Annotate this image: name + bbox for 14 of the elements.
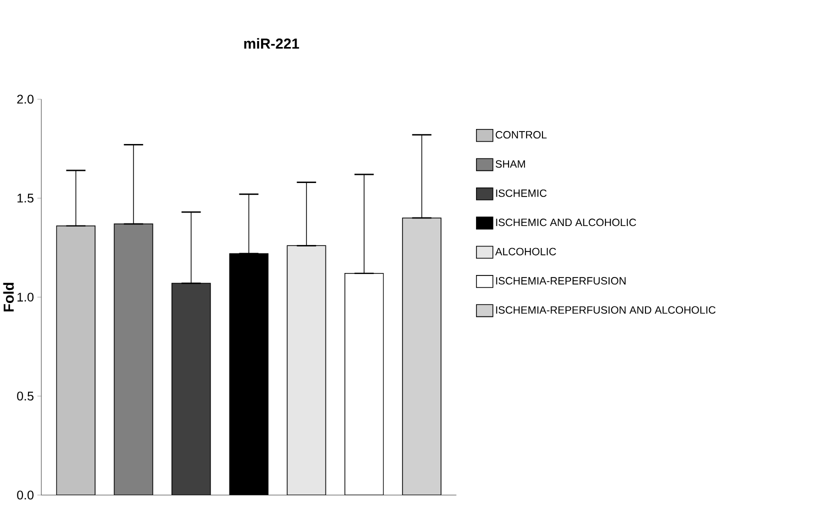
legend-label: ISCHEMIC [496, 190, 547, 198]
y-tick-label: 1.5 [18, 194, 34, 203]
legend-label: ISCHEMIA-REPERFUSION [496, 277, 626, 285]
chart-title: miR-221 [244, 38, 300, 49]
y-tick-label: 2.0 [17, 94, 34, 104]
legend-label: ALCOHOLIC [495, 248, 556, 256]
y-axis-title: Fold [3, 283, 14, 312]
legend-label: SHAM [496, 160, 525, 168]
y-tick-label: 0.5 [17, 392, 34, 401]
y-tick-label: 0.0 [17, 490, 34, 500]
legend-label: CONTROL [496, 131, 547, 139]
legend-label: ISCHEMIA-REPERFUSION AND ALCOHOLIC [496, 306, 716, 314]
y-tick-label: 1.0 [18, 292, 34, 302]
legend-label: ISCHEMIC AND ALCOHOLIC [496, 218, 636, 226]
